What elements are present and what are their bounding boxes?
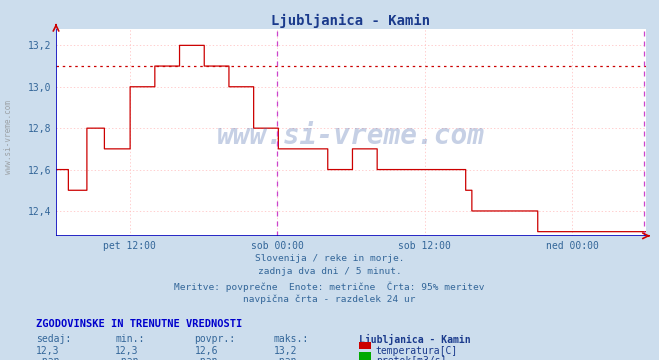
Text: 12,3: 12,3 <box>115 346 139 356</box>
Text: -nan: -nan <box>194 356 218 360</box>
Text: sedaj:: sedaj: <box>36 334 71 344</box>
Text: pretok[m3/s]: pretok[m3/s] <box>376 356 446 360</box>
Title: Ljubljanica - Kamin: Ljubljanica - Kamin <box>272 13 430 28</box>
Text: Slovenija / reke in morje.: Slovenija / reke in morje. <box>255 254 404 263</box>
Text: 13,2: 13,2 <box>273 346 297 356</box>
Text: 12,3: 12,3 <box>36 346 60 356</box>
Text: Ljubljanica - Kamin: Ljubljanica - Kamin <box>359 334 471 345</box>
Text: temperatura[C]: temperatura[C] <box>376 346 458 356</box>
Text: navpična črta - razdelek 24 ur: navpična črta - razdelek 24 ur <box>243 295 416 304</box>
Text: -nan: -nan <box>36 356 60 360</box>
Text: ZGODOVINSKE IN TRENUTNE VREDNOSTI: ZGODOVINSKE IN TRENUTNE VREDNOSTI <box>36 319 243 329</box>
Text: povpr.:: povpr.: <box>194 334 235 344</box>
Text: 12,6: 12,6 <box>194 346 218 356</box>
Text: Meritve: povprečne  Enote: metrične  Črta: 95% meritev: Meritve: povprečne Enote: metrične Črta:… <box>174 281 485 292</box>
Text: maks.:: maks.: <box>273 334 308 344</box>
Text: -nan: -nan <box>115 356 139 360</box>
Text: -nan: -nan <box>273 356 297 360</box>
Text: www.si-vreme.com: www.si-vreme.com <box>4 100 13 174</box>
Text: min.:: min.: <box>115 334 145 344</box>
Text: www.si-vreme.com: www.si-vreme.com <box>217 122 485 150</box>
Text: zadnja dva dni / 5 minut.: zadnja dva dni / 5 minut. <box>258 267 401 276</box>
